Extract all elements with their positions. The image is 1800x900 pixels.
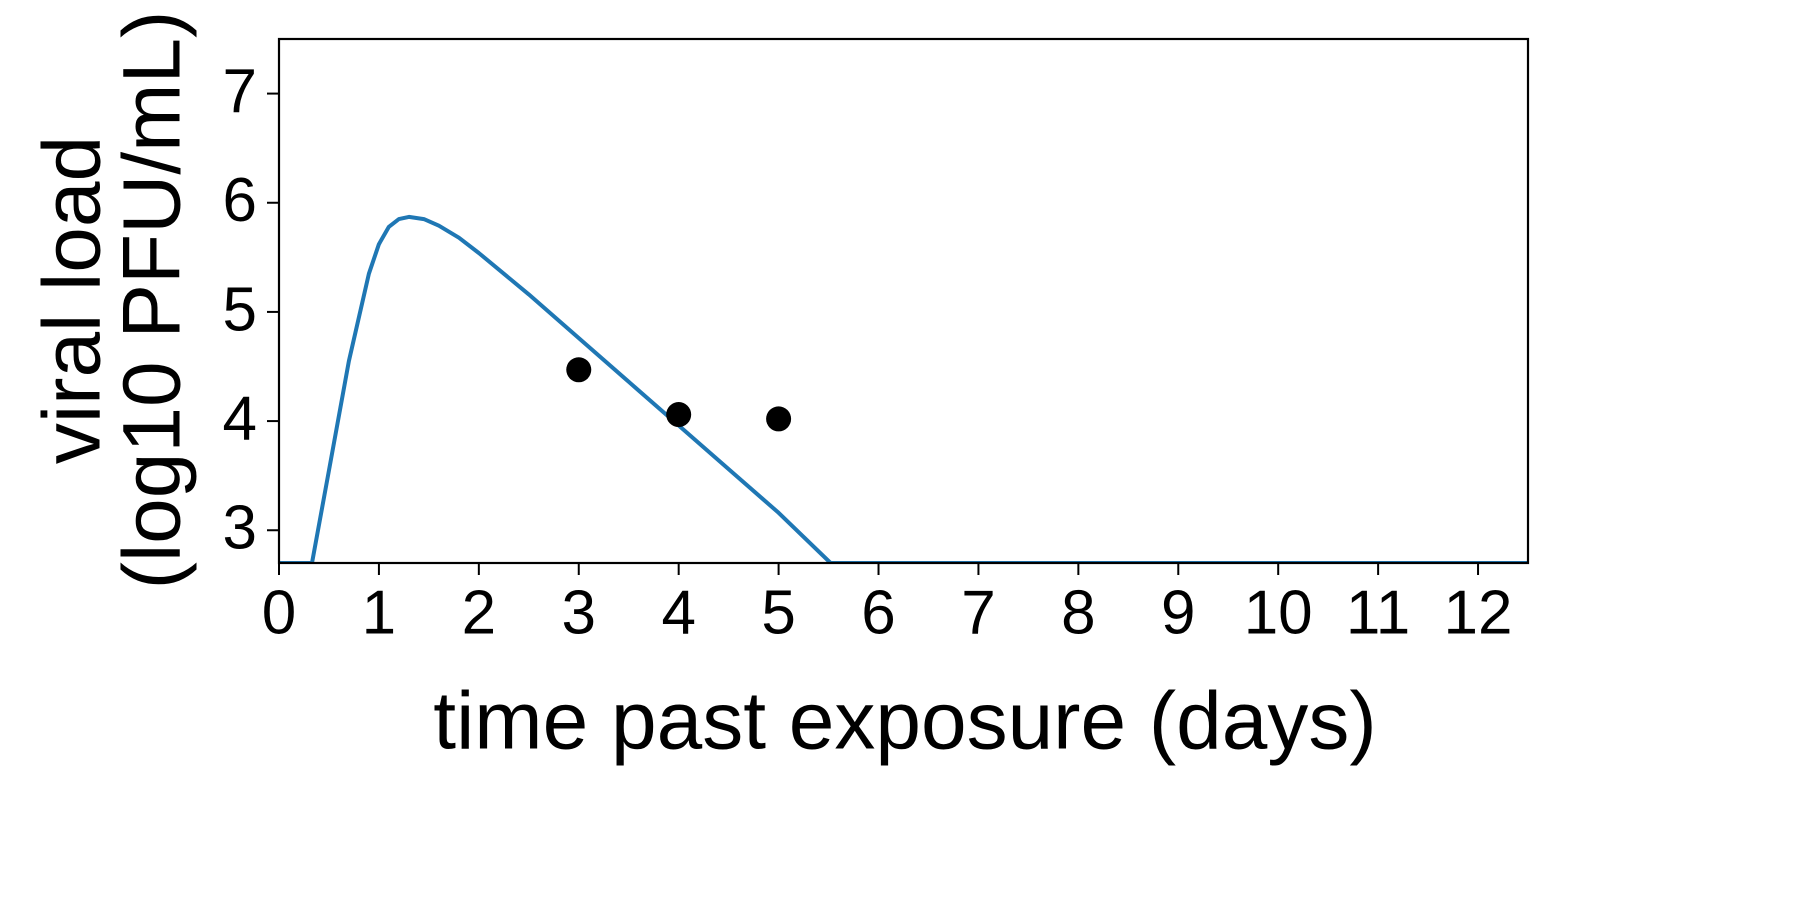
x-tick-label: 0 — [262, 578, 296, 647]
y-axis-title-line1: viral load — [27, 136, 118, 464]
y-axis-title-line2: (log10 PFU/mL) — [107, 11, 198, 590]
x-tick-label: 7 — [961, 578, 995, 647]
y-tick-label: 3 — [223, 494, 257, 563]
x-tick-label: 12 — [1444, 578, 1513, 647]
x-tick-label: 11 — [1346, 578, 1410, 647]
x-tick-label: 9 — [1161, 578, 1195, 647]
x-tick-label: 6 — [861, 578, 895, 647]
x-tick-label: 8 — [1061, 578, 1095, 647]
x-tick-label: 10 — [1244, 578, 1313, 647]
x-tick-label: 4 — [661, 578, 695, 647]
x-tick-label: 3 — [562, 578, 596, 647]
x-axis-title: time past exposure (days) — [433, 676, 1376, 767]
y-tick-label: 4 — [223, 384, 257, 453]
x-tick-label: 5 — [761, 578, 795, 647]
y-tick-label: 7 — [223, 57, 257, 126]
data-point — [666, 402, 692, 428]
x-tick-label: 2 — [462, 578, 496, 647]
y-tick-label: 5 — [223, 275, 257, 344]
model-curve — [279, 214, 1528, 563]
plot-frame — [277, 37, 1530, 565]
y-tick-label: 6 — [223, 166, 257, 235]
data-point — [766, 406, 792, 432]
plot-area — [279, 214, 1528, 563]
x-tick-label: 1 — [362, 578, 396, 647]
data-point — [566, 357, 592, 383]
